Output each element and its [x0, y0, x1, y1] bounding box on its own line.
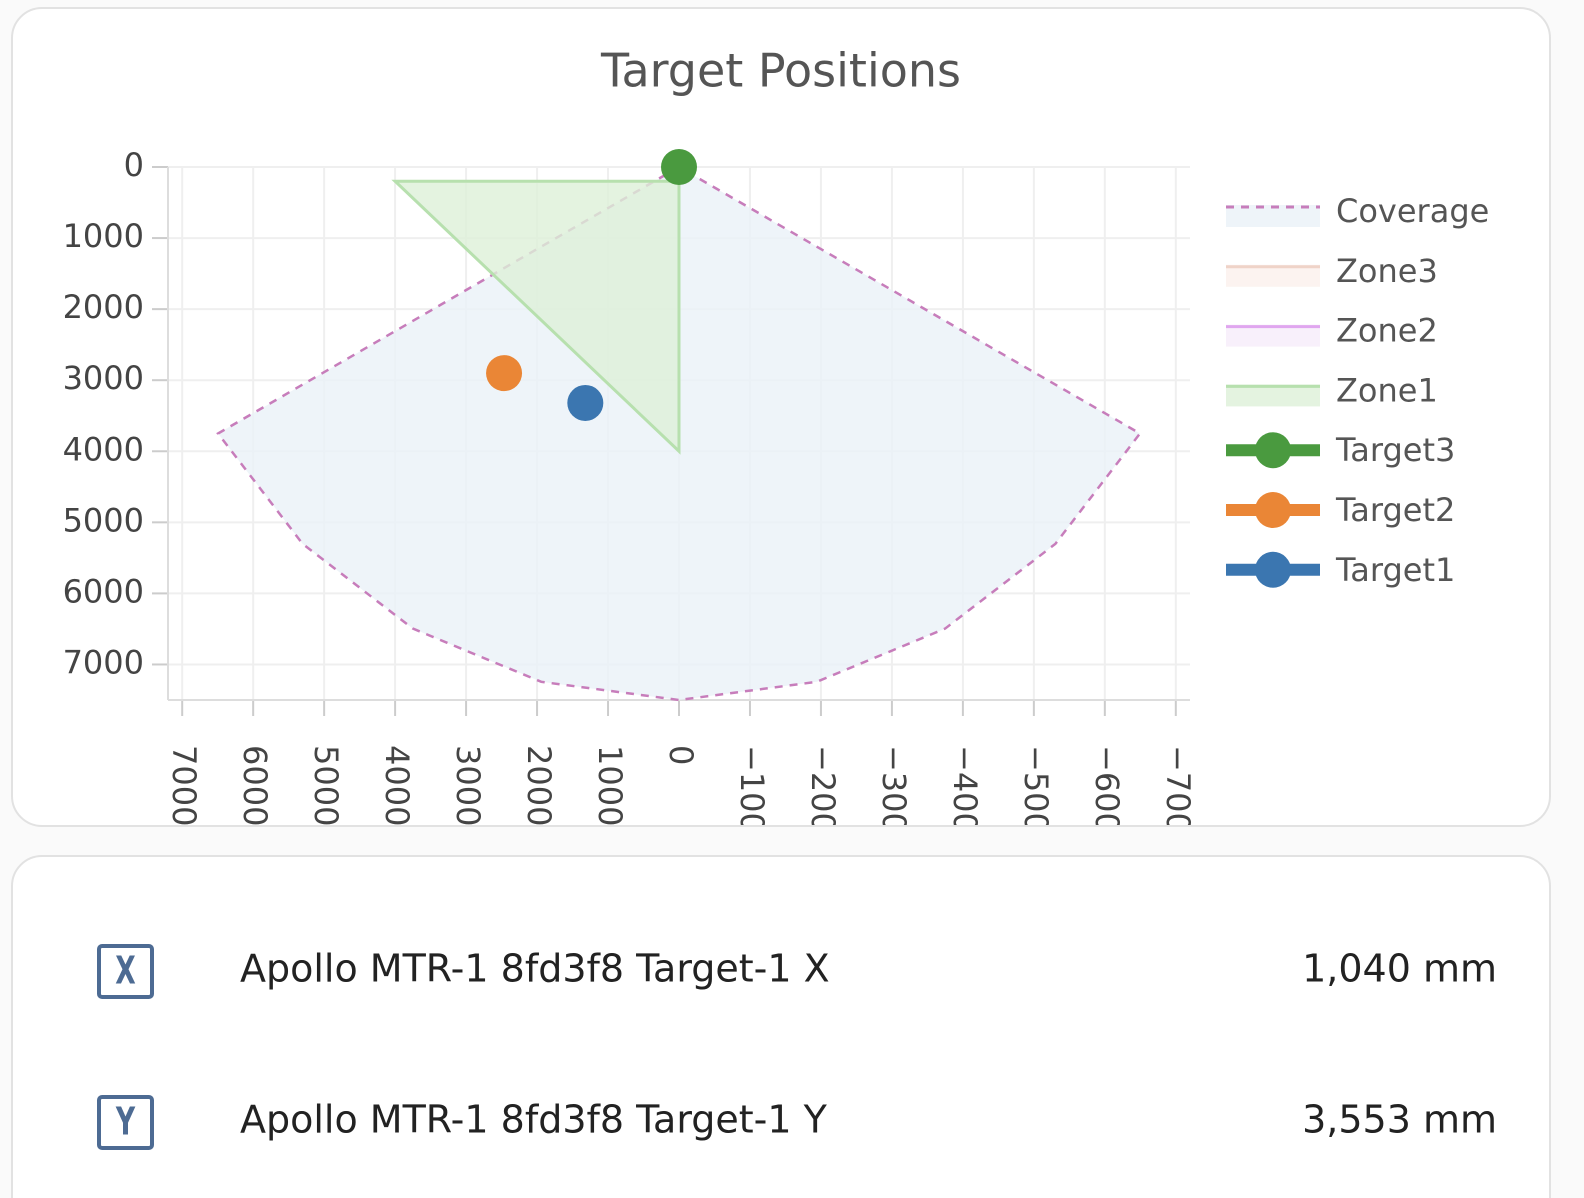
y-tick-label: 7000	[63, 643, 144, 681]
target-marker	[661, 149, 697, 185]
x-tick-label: −1000	[733, 745, 771, 853]
x-tick-label: −4000	[946, 745, 984, 853]
legend-label: Target1	[1335, 551, 1455, 589]
x-tick-label: 0	[662, 745, 700, 765]
legend-swatch-marker	[1255, 551, 1291, 588]
y-tick-label: 2000	[63, 288, 144, 326]
x-tick-label: −5000	[1017, 745, 1055, 853]
entity-list: X Apollo MTR-1 8fd3f8 Target-1 X 1,040 mm Y…	[97, 944, 1497, 1150]
x-tick-label: −7000	[1159, 745, 1197, 853]
legend-item[interactable]: Target1	[1226, 551, 1455, 589]
legend-item[interactable]: Zone3	[1226, 252, 1438, 290]
legend-item[interactable]: Target3	[1226, 431, 1455, 469]
legend-label: Target3	[1335, 431, 1455, 469]
legend-item[interactable]: Target2	[1226, 491, 1455, 529]
x-tick-label: 6000	[236, 745, 274, 826]
entity-value: 3,553 mm	[1302, 1098, 1497, 1142]
legend-swatch	[1226, 384, 1320, 407]
x-tick-label: 5000	[307, 745, 345, 826]
entity-row[interactable]: Y Apollo MTR-1 8fd3f8 Target-1 Y 3,553 mm	[97, 1095, 1497, 1150]
legend-swatch	[1226, 205, 1320, 227]
legend-swatch	[1226, 264, 1320, 287]
legend-swatch-marker	[1255, 432, 1291, 469]
plot: 0 1000 2000 3000 4000 5000 6000 7000 7000 6000 500…	[63, 146, 1490, 853]
legend-swatch	[1226, 324, 1320, 347]
legend-item[interactable]: Coverage	[1226, 192, 1489, 230]
x-tick-label: −6000	[1088, 745, 1126, 853]
x-tick-label: 7000	[165, 745, 203, 826]
legend-swatch-marker	[1255, 492, 1291, 528]
y-tick-label: 0	[124, 146, 144, 184]
legend-label: Zone2	[1336, 312, 1438, 350]
y-tick-label: 3000	[63, 359, 144, 397]
legend-label: Zone3	[1336, 252, 1438, 290]
x-tick-label: 3000	[449, 745, 487, 826]
entity-name: Apollo MTR-1 8fd3f8 Target-1 Y	[240, 1098, 828, 1142]
entity-icon: Y	[115, 1100, 136, 1144]
entity-icon-box	[97, 944, 154, 999]
target-marker	[567, 384, 604, 421]
entity-icon: X	[115, 949, 136, 993]
x-tick-label: −3000	[875, 745, 913, 853]
x-tick-label: −2000	[804, 745, 842, 853]
entities-card	[11, 855, 1551, 1198]
legend-item[interactable]: Zone2	[1226, 312, 1438, 350]
chart-title: Target Positions	[600, 44, 961, 98]
legend-label: Target2	[1335, 491, 1455, 529]
entity-icon-box	[97, 1095, 154, 1150]
legend-label: Zone1	[1336, 371, 1438, 409]
y-tick-label: 5000	[63, 501, 144, 539]
legend-label: Coverage	[1336, 192, 1489, 230]
target-marker	[486, 355, 523, 392]
entity-row[interactable]: X Apollo MTR-1 8fd3f8 Target-1 X 1,040 mm	[97, 944, 1497, 999]
legend-item[interactable]: Zone1	[1226, 371, 1438, 409]
y-tick-label: 6000	[63, 572, 144, 610]
x-tick-label: 2000	[520, 745, 558, 826]
y-tick-label: 4000	[63, 430, 144, 468]
x-tick-label: 4000	[378, 745, 416, 826]
entity-name: Apollo MTR-1 8fd3f8 Target-1 X	[240, 947, 830, 991]
area-zone1	[391, 179, 681, 455]
entity-value: 1,040 mm	[1302, 947, 1497, 991]
y-tick-label: 1000	[63, 217, 144, 255]
x-tick-label: 1000	[591, 745, 629, 826]
